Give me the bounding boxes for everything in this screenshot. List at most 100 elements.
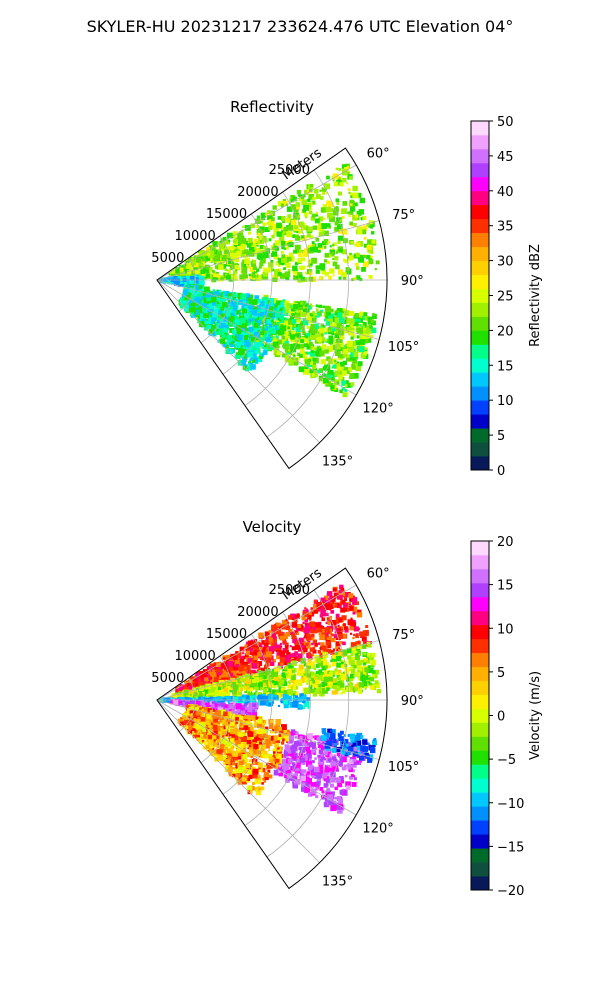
echo-gate (259, 645, 262, 648)
echo-gate (228, 296, 233, 301)
echo-gate (287, 668, 294, 675)
echo-gate (248, 343, 254, 348)
echo-gate (374, 682, 381, 689)
echo-gate (297, 258, 303, 264)
echo-gate (368, 275, 372, 279)
echo-gate (268, 328, 275, 334)
echo-gate (253, 331, 260, 338)
echo-gate (232, 239, 237, 244)
echo-gate (353, 321, 359, 327)
echo-gate (343, 623, 346, 626)
echo-gate (249, 641, 252, 645)
echo-gate (360, 353, 366, 359)
echo-gate (221, 692, 227, 698)
echo-gate (170, 269, 175, 274)
azimuth-spoke-3 (156, 279, 380, 340)
echo-gate (339, 673, 344, 678)
echo-gate (294, 619, 298, 623)
echo-gate (354, 312, 360, 318)
echo-gate (183, 280, 190, 287)
echo-gate (207, 252, 211, 256)
echo-gate (356, 242, 361, 247)
echo-gate (183, 266, 186, 269)
echo-gate (294, 685, 299, 690)
echo-gate (317, 249, 321, 253)
colorbar-swatch (471, 316, 489, 331)
echo-gate (255, 647, 260, 652)
echo-gate (214, 670, 217, 673)
echo-gate (322, 204, 328, 209)
colorbar-swatch (471, 246, 489, 261)
echo-gate (349, 355, 356, 361)
echo-gate (246, 250, 253, 257)
echo-gate (222, 298, 226, 303)
echo-gate (312, 243, 316, 247)
echo-gate (368, 259, 374, 265)
echo-gate (284, 661, 288, 665)
echo-gate (246, 701, 250, 704)
echo-gate (322, 597, 326, 601)
echo-gate (337, 631, 341, 635)
echo-gate (299, 354, 303, 358)
echo-gate (253, 685, 258, 690)
echo-gate (304, 668, 310, 674)
echo-gate (233, 270, 238, 275)
echo-gate (201, 303, 207, 308)
echo-gate (305, 622, 308, 625)
echo-gate (366, 660, 370, 664)
echo-gate (172, 699, 179, 705)
echo-gate (275, 335, 279, 339)
echo-gate (249, 670, 253, 674)
echo-gate (239, 352, 246, 358)
echo-gate (288, 223, 291, 226)
colorbar-tick-label: 35 (497, 220, 514, 235)
echo-gate (203, 692, 209, 698)
echo-gate (240, 664, 247, 671)
echo-gate (233, 334, 236, 337)
echo-gate (280, 662, 284, 666)
echo-gate (318, 669, 323, 674)
echo-gate (237, 359, 244, 366)
echo-gate (357, 666, 363, 672)
echo-gate (315, 622, 321, 628)
range-tick-label: 10000 (174, 229, 215, 244)
echo-gate (357, 670, 361, 674)
echo-gate (251, 680, 258, 687)
echo-gate (242, 251, 246, 255)
echo-gate (353, 626, 359, 632)
echo-gate (291, 633, 297, 640)
echo-gate (303, 343, 308, 348)
echo-gate (348, 603, 351, 606)
echo-gate (290, 690, 296, 696)
echo-gate (318, 232, 324, 237)
echo-gate (365, 675, 371, 680)
echo-gate (361, 643, 367, 649)
echo-gate (244, 258, 250, 264)
echo-gate (278, 305, 283, 310)
echo-gate (301, 641, 306, 646)
colorbar-tick-label: 50 (497, 115, 514, 130)
echo-gate (358, 682, 364, 688)
echo-gate (199, 690, 203, 694)
echo-gate (368, 675, 371, 678)
echo-gate (350, 336, 354, 340)
echo-gate (167, 278, 171, 281)
echo-gate (284, 645, 289, 649)
echo-gate (286, 303, 292, 309)
colorbar-swatch (471, 148, 489, 164)
echo-gate (290, 684, 296, 690)
echo-gate (269, 661, 275, 666)
echo-gate (321, 617, 326, 622)
echo-gate (300, 339, 304, 343)
echo-gate (308, 680, 313, 685)
echo-gate (208, 666, 213, 671)
echo-gate (345, 781, 351, 787)
echo-gate (293, 630, 299, 635)
echo-gate (243, 243, 246, 247)
echo-gate (292, 693, 295, 696)
echo-gate (207, 306, 214, 313)
echo-gate (342, 201, 348, 206)
echo-gate (374, 680, 379, 685)
echo-gate (289, 628, 293, 632)
echo-gate (231, 301, 237, 308)
